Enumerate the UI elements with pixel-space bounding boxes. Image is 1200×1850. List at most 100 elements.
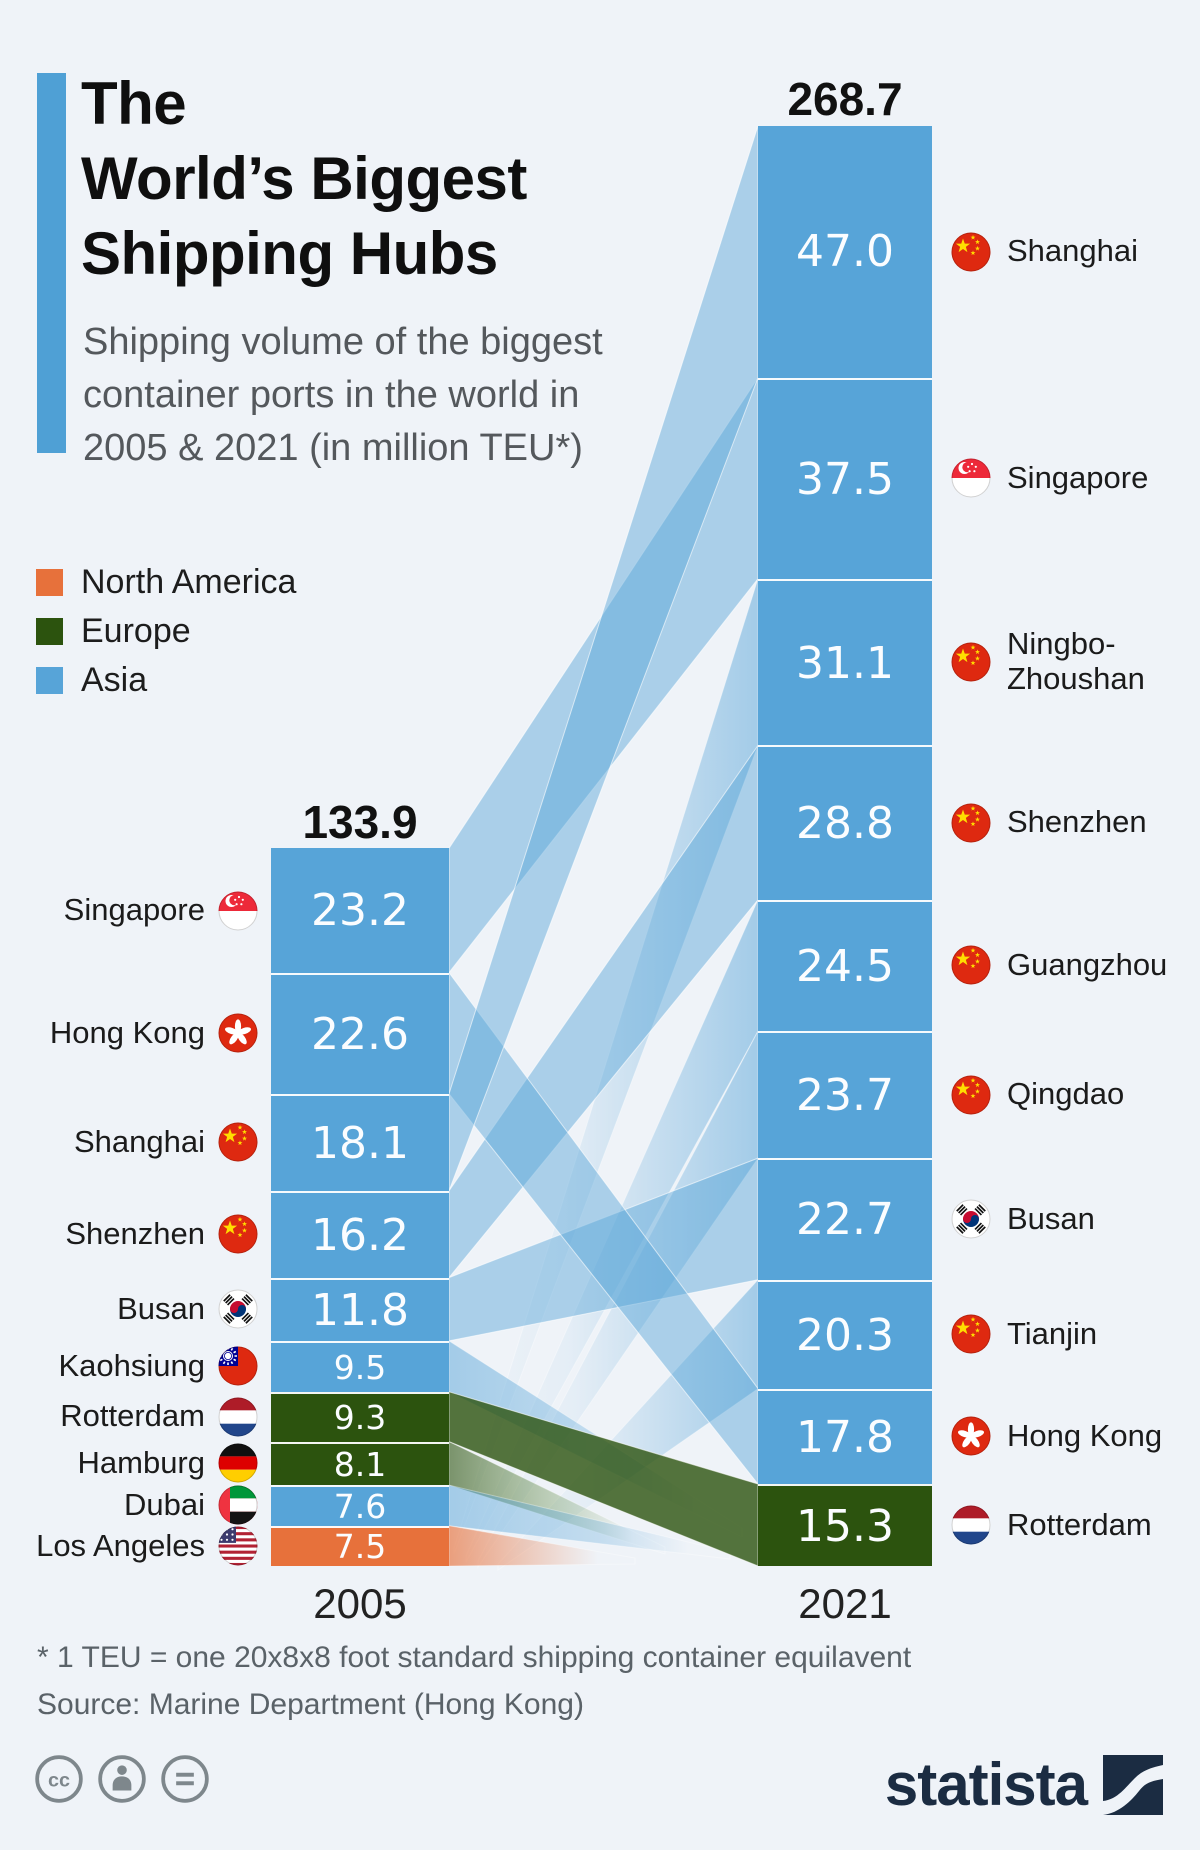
- bar-2005-shanghai: 18.1: [271, 1093, 449, 1191]
- svg-text:cc: cc: [48, 1769, 70, 1791]
- port-label-hong-kong-right: Hong Kong: [951, 1414, 1162, 1458]
- bar-value: 22.6: [311, 1008, 409, 1060]
- flag-de-icon: [218, 1443, 258, 1483]
- bar-value: 23.7: [796, 1070, 894, 1122]
- port-name: Dubai: [124, 1487, 205, 1523]
- flag-us-icon: [218, 1526, 258, 1566]
- source-line: Source: Marine Department (Hong Kong): [37, 1688, 584, 1721]
- port-name: Shenzhen: [65, 1215, 205, 1251]
- port-name: Singapore: [63, 892, 205, 928]
- port-name: Hamburg: [77, 1445, 206, 1481]
- port-name: Shanghai: [73, 1123, 205, 1159]
- bar-2005-hamburg: 8.1: [271, 1441, 449, 1485]
- bar-value: 7.6: [333, 1486, 387, 1526]
- bar-value: 9.3: [333, 1398, 387, 1438]
- bar-2021-rotterdam: 15.3: [758, 1484, 932, 1566]
- legend-item-europe: Europe: [36, 612, 191, 651]
- legend-swatch-icon: [36, 569, 63, 596]
- bar-2005-kaohsiung: 9.5: [271, 1340, 449, 1392]
- bar-value: 23.2: [311, 884, 409, 936]
- flag-cn-icon: [951, 642, 991, 682]
- port-label-singapore-left: Singapore: [64, 889, 258, 933]
- flag-cn-icon: [951, 232, 991, 272]
- footnote: * 1 TEU = one 20x8x8 foot standard shipp…: [37, 1641, 912, 1674]
- legend-label: North America: [81, 563, 297, 601]
- port-name: Singapore: [1007, 459, 1149, 495]
- bar-2005-hong-kong: 22.6: [271, 972, 449, 1094]
- bar-value: 16.2: [311, 1209, 409, 1261]
- port-label-shenzhen-left: Shenzhen: [65, 1212, 258, 1256]
- port-label-shanghai-left: Shanghai: [74, 1120, 258, 1164]
- flag-sg-icon: [218, 891, 258, 930]
- bar-value: 47.0: [796, 226, 894, 278]
- flag-cn-icon: [951, 1075, 991, 1115]
- column-year-2005: 2005: [313, 1580, 407, 1627]
- bar-2021-busan: 22.7: [758, 1158, 932, 1280]
- bar-value: 7.5: [333, 1527, 387, 1567]
- flag-nl-icon: [218, 1397, 258, 1437]
- page-subtitle: Shipping volume of the biggest container…: [83, 321, 603, 469]
- flow-fade-out-dubai: [448, 1484, 731, 1560]
- bar-value: 9.5: [333, 1347, 387, 1387]
- flag-ae-icon: [218, 1485, 258, 1525]
- port-name: Busan: [1007, 1200, 1095, 1236]
- bar-value: 17.8: [796, 1411, 894, 1463]
- flag-cn-icon: [951, 803, 991, 843]
- flag-cn-icon: [218, 1122, 258, 1162]
- bar-value: 15.3: [796, 1500, 894, 1552]
- port-name: Rotterdam: [60, 1398, 205, 1434]
- port-name: Guangzhou: [1007, 947, 1168, 983]
- bar-2005-los-angeles: 7.5: [271, 1525, 449, 1567]
- legend-swatch-icon: [36, 618, 63, 645]
- port-label-rotterdam-right: Rotterdam: [951, 1503, 1152, 1547]
- bar-2005-rotterdam: 9.3: [271, 1391, 449, 1442]
- port-name: Shenzhen: [1007, 804, 1147, 840]
- bar-2005-singapore: 23.2: [271, 848, 449, 973]
- port-name: Tianjin: [1007, 1315, 1098, 1351]
- flag-kr-icon: [951, 1199, 991, 1239]
- cc-icon[interactable]: cc: [33, 1753, 85, 1810]
- bar-value: 37.5: [796, 453, 894, 505]
- legend-label: Europe: [81, 612, 191, 650]
- port-label-kaohsiung-left: Kaohsiung: [58, 1344, 258, 1388]
- port-label-busan-right: Busan: [951, 1197, 1095, 1241]
- column-total-2021: 268.7: [787, 73, 903, 125]
- port-label-hamburg-left: Hamburg: [78, 1441, 259, 1485]
- port-label-tianjin-right: Tianjin: [951, 1312, 1097, 1356]
- statista-logo[interactable]: statista: [885, 1750, 1163, 1819]
- port-name: Kaohsiung: [58, 1347, 205, 1383]
- flag-hk-icon: [951, 1416, 991, 1456]
- bar-2021-qingdao: 23.7: [758, 1031, 932, 1159]
- flag-kr-icon: [218, 1289, 258, 1329]
- port-name: Los Angeles: [36, 1527, 205, 1563]
- port-label-singapore-right: Singapore: [951, 456, 1148, 500]
- title-accent-bar: [37, 73, 66, 453]
- port-name: Ningbo- Zhoushan: [1007, 626, 1145, 696]
- port-name: Rotterdam: [1007, 1506, 1152, 1542]
- no-derivatives-icon[interactable]: [159, 1753, 211, 1810]
- port-label-qingdao-right: Qingdao: [951, 1073, 1124, 1117]
- bar-2021-ningbo-zhoushan: 31.1: [758, 578, 932, 746]
- port-name: Hong Kong: [49, 1014, 205, 1050]
- flag-hk-icon: [218, 1013, 258, 1053]
- port-label-shanghai-right: Shanghai: [951, 230, 1138, 274]
- port-label-rotterdam-left: Rotterdam: [60, 1395, 258, 1439]
- bar-2021-shenzhen: 28.8: [758, 745, 932, 900]
- flag-sg-icon: [951, 458, 991, 498]
- flag-cn-icon: [951, 1314, 991, 1354]
- port-name: Qingdao: [1007, 1076, 1125, 1112]
- bar-value: 28.8: [796, 798, 894, 850]
- flag-nl-icon: [951, 1505, 991, 1545]
- bar-2021-shanghai: 47.0: [758, 125, 932, 378]
- bar-2021-guangzhou: 24.5: [758, 899, 932, 1032]
- attribution-icon[interactable]: [96, 1753, 148, 1810]
- license-icons: cc: [33, 1753, 211, 1810]
- column-year-2021: 2021: [798, 1580, 892, 1627]
- port-label-shenzhen-right: Shenzhen: [951, 801, 1147, 845]
- flag-cn-icon: [218, 1214, 258, 1254]
- bar-value: 24.5: [796, 940, 894, 992]
- port-name: Shanghai: [1007, 233, 1139, 269]
- bar-2005-shenzhen: 16.2: [271, 1190, 449, 1278]
